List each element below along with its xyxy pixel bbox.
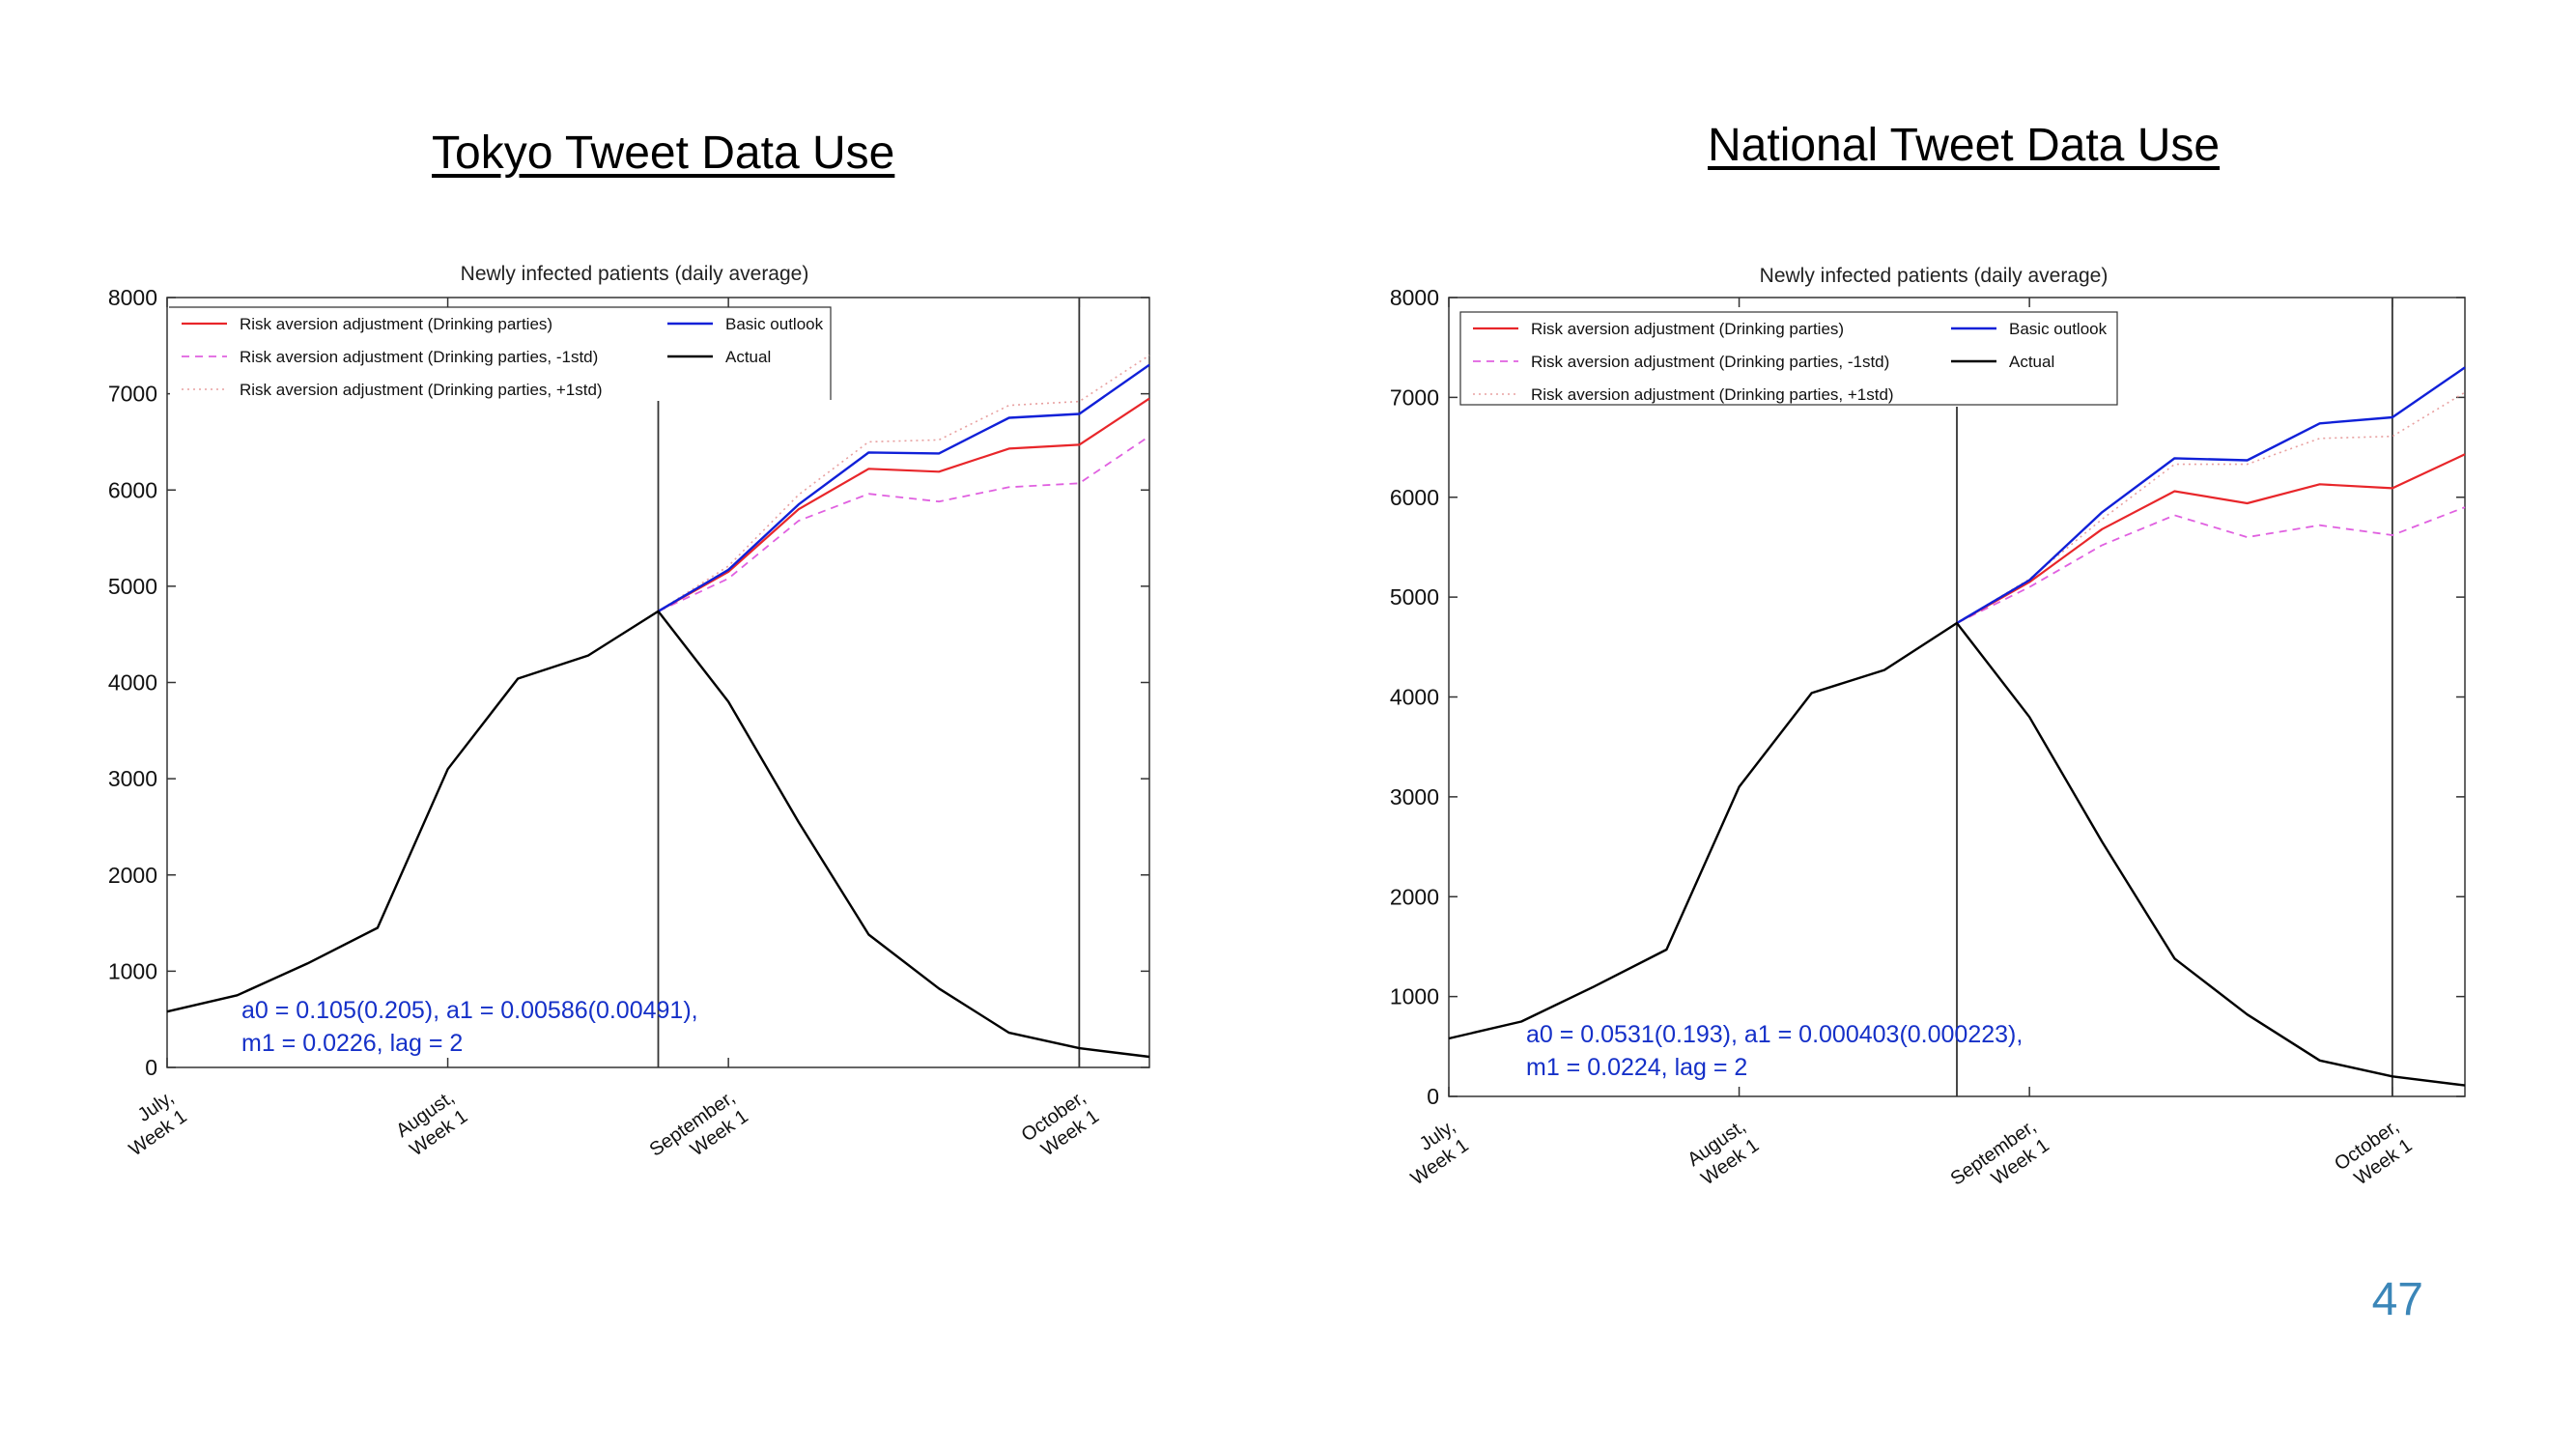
y-tick-label: 5000 — [108, 574, 157, 599]
series-line-basic — [657, 363, 1150, 612]
y-tick-label: 3000 — [108, 766, 157, 791]
series-line-risk-plus — [658, 355, 1150, 612]
y-tick-label: 2000 — [108, 863, 157, 888]
x-tick-label: September,Week 1 — [646, 1087, 752, 1161]
legend-label-risk-minus: Risk aversion adjustment (Drinking parti… — [240, 348, 598, 366]
chart-heading-national: National Tweet Data Use — [1708, 120, 2221, 171]
series-line-risk-minus — [658, 435, 1150, 612]
parameter-annotation-line2: m1 = 0.0226, lag = 2 — [241, 1030, 463, 1057]
parameter-annotation-line1: a0 = 0.105(0.205), a1 = 0.00586(0.00491)… — [241, 997, 698, 1024]
y-tick-label: 4000 — [108, 670, 157, 696]
legend-box — [169, 306, 832, 400]
y-tick-label: 0 — [145, 1055, 157, 1080]
y-tick-label: 8000 — [108, 285, 157, 310]
legend-bg — [170, 308, 830, 399]
x-tick-label: October,Week 1 — [1018, 1087, 1103, 1160]
legend-label-risk-plus: Risk aversion adjustment (Drinking parti… — [240, 381, 603, 399]
legend-label-risk: Risk aversion adjustment (Drinking parti… — [240, 315, 552, 333]
chart-title: Newly infected patients (daily average) — [461, 263, 809, 285]
page-number: 47 — [2371, 1274, 2423, 1325]
legend-label-basic: Basic outlook — [725, 315, 824, 333]
x-tick-label: July,Week 1 — [126, 1087, 191, 1160]
series-line-risk — [657, 397, 1150, 612]
y-tick-label: 7000 — [108, 382, 157, 407]
y-tick-label: 6000 — [108, 477, 157, 502]
chart-heading-tokyo: Tokyo Tweet Data Use — [432, 128, 895, 179]
y-tick-label: 1000 — [108, 958, 157, 983]
series-line-actual — [166, 610, 1150, 1059]
x-tick-label: August,Week 1 — [392, 1087, 471, 1160]
legend-label-actual: Actual — [725, 348, 771, 366]
